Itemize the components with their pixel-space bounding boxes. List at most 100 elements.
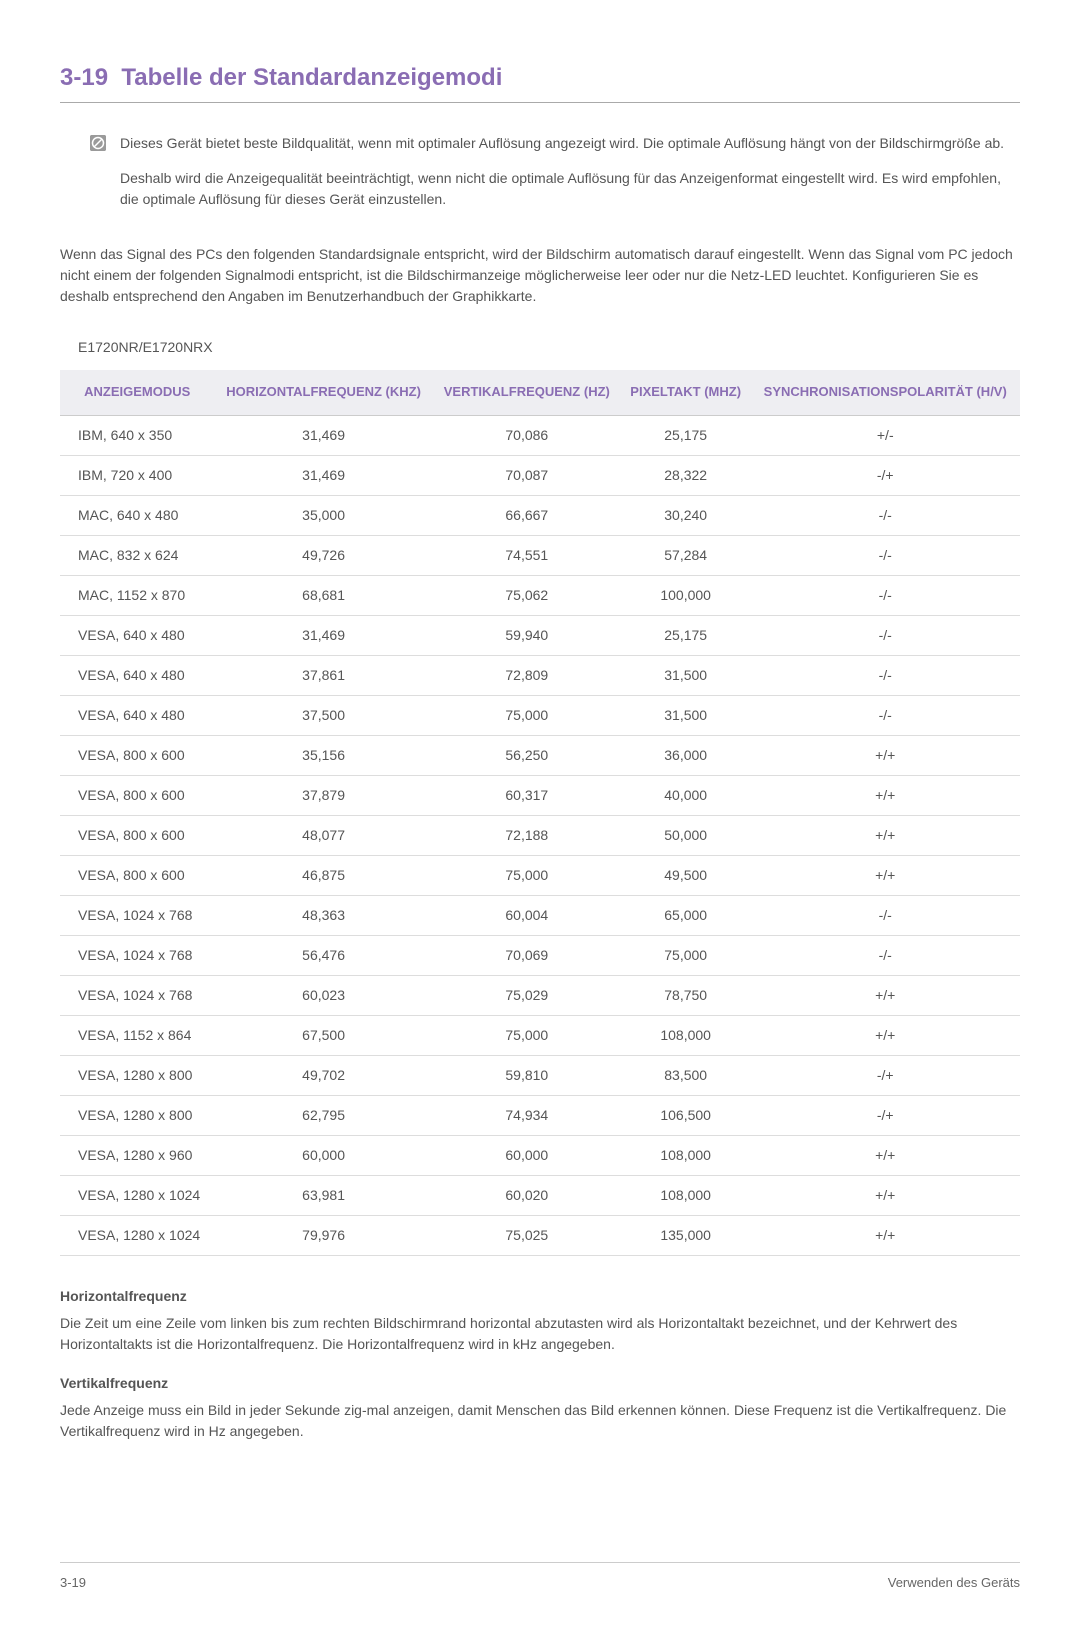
table-cell: MAC, 640 x 480	[60, 495, 214, 535]
table-cell: 135,000	[621, 1215, 751, 1255]
table-row: VESA, 1024 x 76860,02375,02978,750+/+	[60, 975, 1020, 1015]
table-row: IBM, 720 x 40031,46970,08728,322-/+	[60, 455, 1020, 495]
info-para-2: Deshalb wird die Anzeigequalität beeintr…	[120, 168, 1020, 210]
table-header-cell: HORIZONTALFREQUENZ (KHZ)	[214, 370, 432, 415]
table-cell: +/+	[750, 1015, 1020, 1055]
table-cell: VESA, 640 x 480	[60, 695, 214, 735]
footer-right: Verwenden des Geräts	[888, 1573, 1020, 1593]
table-cell: IBM, 720 x 400	[60, 455, 214, 495]
definition-vf: Vertikalfrequenz Jede Anzeige muss ein B…	[60, 1373, 1020, 1442]
table-row: VESA, 1280 x 102479,97675,025135,000+/+	[60, 1215, 1020, 1255]
table-cell: 31,469	[214, 615, 432, 655]
info-block: Dieses Gerät bietet beste Bildqualität, …	[90, 133, 1020, 224]
table-cell: +/+	[750, 855, 1020, 895]
table-cell: 108,000	[621, 1015, 751, 1055]
table-cell: 31,500	[621, 655, 751, 695]
table-cell: 72,188	[433, 815, 621, 855]
table-cell: 35,000	[214, 495, 432, 535]
table-row: MAC, 832 x 62449,72674,55157,284-/-	[60, 535, 1020, 575]
footer-left: 3-19	[60, 1573, 86, 1593]
table-cell: -/-	[750, 575, 1020, 615]
table-cell: 75,000	[433, 855, 621, 895]
table-cell: +/+	[750, 975, 1020, 1015]
table-cell: 72,809	[433, 655, 621, 695]
table-cell: 60,000	[433, 1135, 621, 1175]
table-cell: 25,175	[621, 415, 751, 455]
definition-hf: Horizontalfrequenz Die Zeit um eine Zeil…	[60, 1286, 1020, 1355]
table-row: VESA, 640 x 48031,46959,94025,175-/-	[60, 615, 1020, 655]
table-cell: VESA, 1152 x 864	[60, 1015, 214, 1055]
table-cell: 70,069	[433, 935, 621, 975]
table-cell: VESA, 1024 x 768	[60, 935, 214, 975]
table-head: ANZEIGEMODUSHORIZONTALFREQUENZ (KHZ)VERT…	[60, 370, 1020, 415]
table-cell: MAC, 832 x 624	[60, 535, 214, 575]
table-cell: 79,976	[214, 1215, 432, 1255]
table-cell: 59,810	[433, 1055, 621, 1095]
table-cell: VESA, 640 x 480	[60, 655, 214, 695]
section-heading: Tabelle der Standardanzeigemodi	[121, 64, 502, 91]
table-row: VESA, 640 x 48037,50075,00031,500-/-	[60, 695, 1020, 735]
table-cell: 70,086	[433, 415, 621, 455]
table-row: VESA, 1280 x 96060,00060,000108,000+/+	[60, 1135, 1020, 1175]
table-cell: 49,500	[621, 855, 751, 895]
table-cell: 50,000	[621, 815, 751, 855]
table-cell: +/+	[750, 775, 1020, 815]
table-cell: 46,875	[214, 855, 432, 895]
table-cell: 62,795	[214, 1095, 432, 1135]
table-row: VESA, 640 x 48037,86172,80931,500-/-	[60, 655, 1020, 695]
table-cell: 108,000	[621, 1135, 751, 1175]
table-row: VESA, 800 x 60037,87960,31740,000+/+	[60, 775, 1020, 815]
table-cell: 31,469	[214, 415, 432, 455]
table-cell: -/-	[750, 535, 1020, 575]
model-label: E1720NR/E1720NRX	[78, 337, 1020, 358]
table-cell: +/+	[750, 815, 1020, 855]
table-cell: 106,500	[621, 1095, 751, 1135]
table-cell: -/-	[750, 655, 1020, 695]
table-cell: VESA, 800 x 600	[60, 815, 214, 855]
table-cell: 108,000	[621, 1175, 751, 1215]
table-cell: 74,551	[433, 535, 621, 575]
table-row: VESA, 800 x 60035,15656,25036,000+/+	[60, 735, 1020, 775]
table-cell: VESA, 640 x 480	[60, 615, 214, 655]
table-cell: 67,500	[214, 1015, 432, 1055]
table-cell: 70,087	[433, 455, 621, 495]
table-cell: -/-	[750, 935, 1020, 975]
table-cell: VESA, 800 x 600	[60, 855, 214, 895]
table-cell: 37,500	[214, 695, 432, 735]
table-cell: +/+	[750, 1175, 1020, 1215]
table-cell: 48,077	[214, 815, 432, 855]
table-cell: 60,000	[214, 1135, 432, 1175]
table-cell: -/+	[750, 1055, 1020, 1095]
table-cell: -/-	[750, 695, 1020, 735]
table-cell: VESA, 1024 x 768	[60, 975, 214, 1015]
definition-hf-body: Die Zeit um eine Zeile vom linken bis zu…	[60, 1313, 1020, 1355]
table-cell: 75,000	[433, 695, 621, 735]
table-cell: 30,240	[621, 495, 751, 535]
table-cell: 60,023	[214, 975, 432, 1015]
table-cell: 65,000	[621, 895, 751, 935]
table-header-cell: ANZEIGEMODUS	[60, 370, 214, 415]
note-icon	[90, 135, 106, 151]
table-row: IBM, 640 x 35031,46970,08625,175+/-	[60, 415, 1020, 455]
table-cell: IBM, 640 x 350	[60, 415, 214, 455]
table-cell: 49,726	[214, 535, 432, 575]
timing-table: ANZEIGEMODUSHORIZONTALFREQUENZ (KHZ)VERT…	[60, 370, 1020, 1256]
table-cell: 56,250	[433, 735, 621, 775]
table-cell: 75,029	[433, 975, 621, 1015]
info-text: Dieses Gerät bietet beste Bildqualität, …	[120, 133, 1020, 224]
table-cell: 60,317	[433, 775, 621, 815]
table-cell: MAC, 1152 x 870	[60, 575, 214, 615]
table-cell: 40,000	[621, 775, 751, 815]
table-cell: +/-	[750, 415, 1020, 455]
table-cell: 25,175	[621, 615, 751, 655]
table-cell: VESA, 1280 x 1024	[60, 1215, 214, 1255]
table-row: VESA, 1280 x 80049,70259,81083,500-/+	[60, 1055, 1020, 1095]
table-cell: 35,156	[214, 735, 432, 775]
table-cell: 56,476	[214, 935, 432, 975]
table-row: VESA, 1280 x 80062,79574,934106,500-/+	[60, 1095, 1020, 1135]
definition-vf-body: Jede Anzeige muss ein Bild in jeder Seku…	[60, 1400, 1020, 1442]
table-header-cell: VERTIKALFREQUENZ (HZ)	[433, 370, 621, 415]
table-cell: VESA, 1280 x 1024	[60, 1175, 214, 1215]
table-cell: 75,025	[433, 1215, 621, 1255]
table-header-cell: SYNCHRONISATIONSPOLARITÄT (H/V)	[750, 370, 1020, 415]
